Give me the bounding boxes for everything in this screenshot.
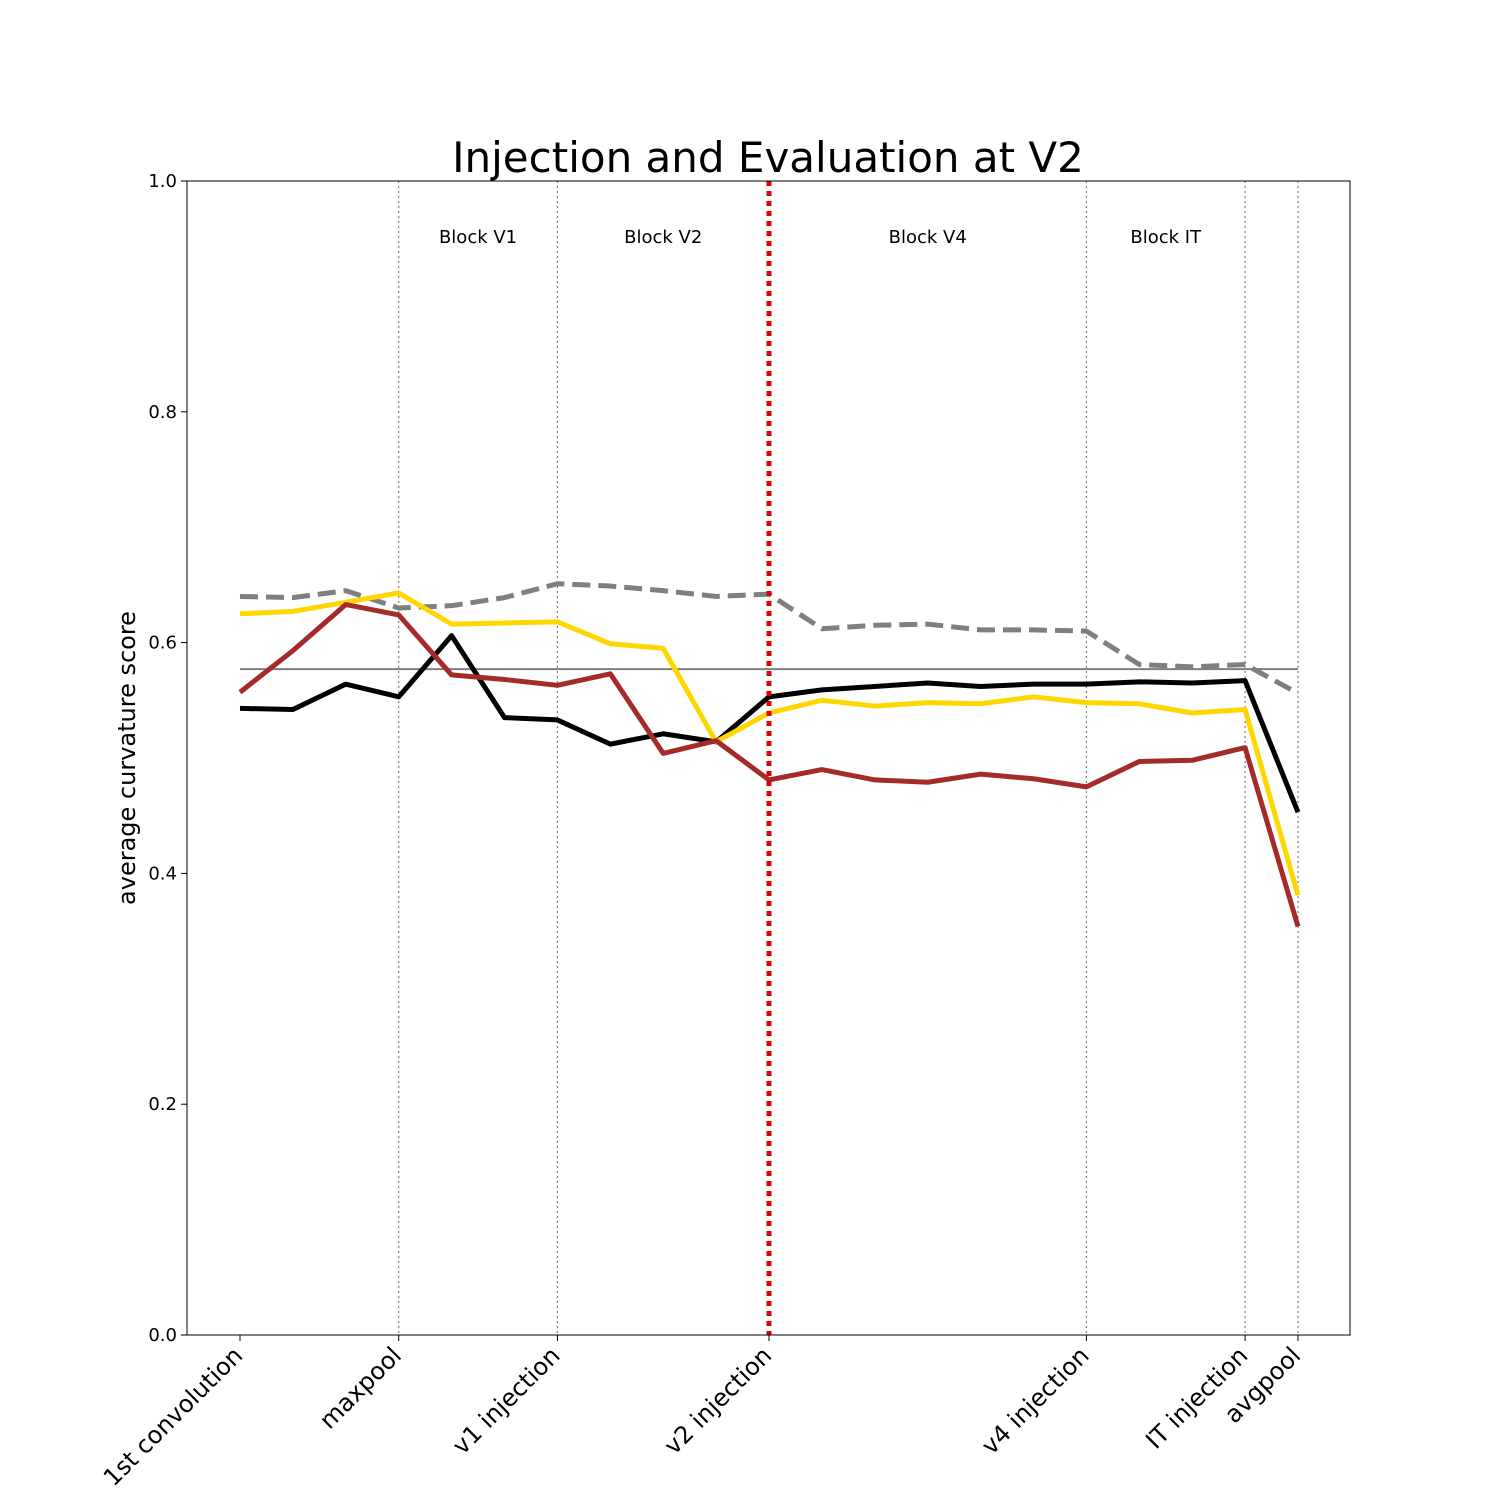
x-tick-label: maxpool (314, 1341, 407, 1434)
y-tick-label: 0.2 (148, 1094, 177, 1115)
series-line-4 (238, 602, 1301, 928)
x-tick-label: 1st convolution (98, 1341, 248, 1491)
series-line-2 (239, 633, 1301, 814)
x-tick-label: v4 injection (976, 1341, 1095, 1460)
y-tick-label: 0.8 (148, 402, 177, 423)
y-tick-label: 0.0 (148, 1325, 177, 1346)
x-tick-label: v2 injection (659, 1341, 778, 1460)
block-label: Block IT (1130, 227, 1202, 248)
y-tick-label: 0.4 (148, 863, 177, 884)
block-label: Block V1 (439, 227, 517, 248)
plot-frame (186, 180, 1351, 1336)
block-label: Block V4 (889, 227, 967, 248)
y-tick-label: 1.0 (148, 171, 177, 192)
y-tick-label: 0.6 (148, 633, 177, 654)
y-axis-label: average curvature score (113, 611, 141, 905)
plot-area: Block V1 Block V2 Block V4 Block IT 0.0 0.2 0.… (98, 171, 1306, 1492)
block-label: Block V2 (624, 227, 702, 248)
x-tick-label: v1 injection (447, 1341, 566, 1460)
chart-title: Injection and Evaluation at V2 (452, 133, 1084, 182)
